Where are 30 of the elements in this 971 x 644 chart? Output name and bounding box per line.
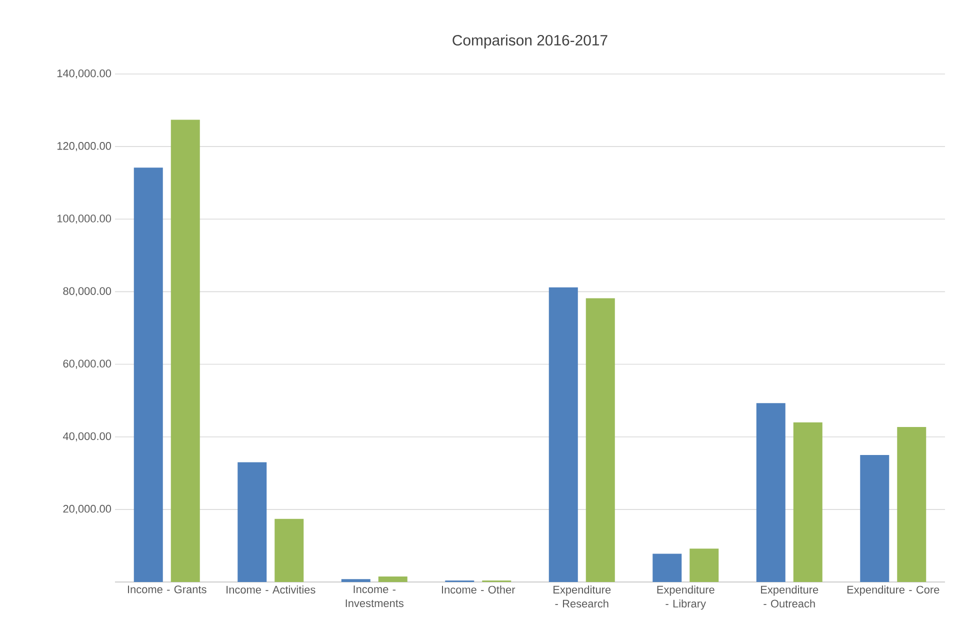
- y-tick-label: 100,000.00: [57, 214, 112, 224]
- x-tick-label: Expenditure - Research: [554, 586, 611, 608]
- bar: [756, 403, 786, 582]
- bar: [170, 120, 200, 582]
- y-tick-label: 140,000.00: [57, 69, 112, 79]
- y-tick-label: 40,000.00: [62, 432, 112, 442]
- x-tick-label: Expenditure - Core: [847, 586, 940, 596]
- y-tick-label: 20,000.00: [63, 504, 112, 514]
- bar: [793, 422, 822, 582]
- bar: [860, 455, 890, 582]
- x-tick-label: Expenditure - Library: [657, 586, 714, 610]
- x-tick-label: Income - Other: [442, 586, 516, 594]
- bar: [274, 518, 304, 582]
- x-tick-label: Income - Activities: [226, 586, 316, 594]
- y-tick-label: 120,000.00: [57, 142, 112, 152]
- bar: [378, 576, 408, 582]
- chart-title: Comparison 2016-2017: [452, 34, 608, 48]
- bar: [238, 462, 267, 582]
- x-tick-label: Income - Grants: [128, 586, 206, 594]
- bar: [586, 298, 615, 582]
- bar: [652, 554, 682, 582]
- bar: [897, 427, 926, 582]
- x-tick-label: Income - Investments: [346, 586, 404, 608]
- bar: [690, 548, 719, 582]
- bar: [548, 287, 578, 582]
- x-tick-label: Expenditure - Outreach: [761, 586, 818, 608]
- y-tick-label: 80,000.00: [63, 287, 112, 296]
- y-tick-label: 60,000.00: [63, 360, 112, 369]
- bar: [341, 579, 370, 582]
- bar: [134, 168, 163, 582]
